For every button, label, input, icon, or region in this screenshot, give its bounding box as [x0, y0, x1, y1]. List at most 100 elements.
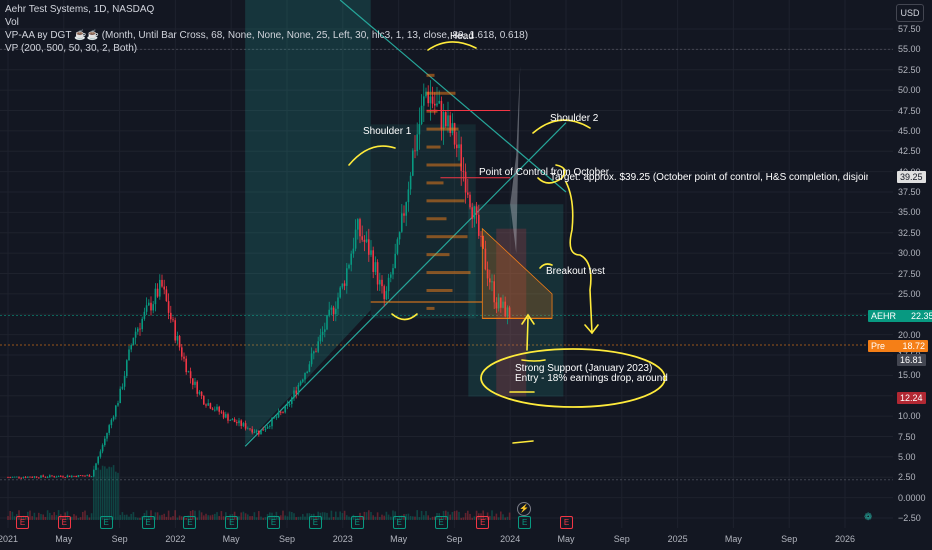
- candle-body: [277, 411, 280, 418]
- volume-bar: [112, 465, 115, 520]
- candle-body: [187, 371, 190, 373]
- candle-body: [108, 425, 110, 433]
- volume-bar: [491, 510, 493, 520]
- volume-bar: [211, 514, 214, 520]
- candle-body: [328, 309, 330, 316]
- candle-body: [227, 414, 229, 421]
- volume-bar: [110, 467, 113, 520]
- earnings-icon[interactable]: E: [434, 516, 448, 529]
- volume-bar: [152, 516, 154, 520]
- legend-vpaa[interactable]: VP-AA вy DGT ☕☕ (Month, Until Bar Cross,…: [5, 30, 529, 41]
- earnings-icon[interactable]: E: [57, 516, 71, 529]
- volume-bar: [128, 516, 130, 520]
- price-tick-label: 50.00: [898, 85, 921, 96]
- volume-bar: [137, 517, 139, 520]
- volume-bar: [244, 513, 247, 520]
- candle-body: [163, 286, 165, 290]
- volume-profile-bar: [426, 306, 435, 310]
- candle-body: [460, 144, 462, 171]
- volume-bar: [339, 511, 341, 520]
- candle-body: [403, 213, 405, 216]
- volume-bar: [117, 472, 119, 520]
- volume-bar: [20, 516, 22, 520]
- legend-vol[interactable]: Vol: [5, 17, 19, 28]
- candle-body: [260, 429, 262, 435]
- target-circle: [537, 164, 566, 184]
- candle-body: [385, 291, 388, 300]
- candle-body: [104, 438, 106, 446]
- candle-body: [319, 335, 322, 342]
- earnings-icon[interactable]: E: [16, 516, 29, 529]
- volume-bar: [453, 511, 456, 520]
- price-tick-label: 2.50: [898, 472, 916, 483]
- candle-body: [183, 356, 185, 359]
- volume-bar: [262, 517, 264, 520]
- currency-button[interactable]: USD: [896, 4, 924, 22]
- volume-bar: [409, 515, 412, 520]
- earnings-icon[interactable]: E: [99, 516, 113, 529]
- legend-vp[interactable]: VP (200, 500, 50, 30, 2, Both): [5, 43, 138, 54]
- earnings-icon[interactable]: E: [560, 516, 574, 529]
- volume-bar: [471, 517, 473, 520]
- earnings-icon[interactable]: E: [518, 516, 532, 529]
- time-tick-label: Sep: [446, 534, 463, 544]
- candle-body: [192, 378, 194, 385]
- candle-body: [200, 391, 203, 396]
- candle-body: [504, 301, 506, 317]
- candle-body: [159, 279, 161, 297]
- volume-bar: [467, 510, 469, 520]
- volume-profile-bar: [426, 181, 444, 185]
- volume-bar: [484, 517, 487, 520]
- volume-bar: [456, 510, 458, 520]
- earnings-icon[interactable]: E: [225, 516, 239, 529]
- volume-bar: [233, 511, 236, 520]
- volume-bar: [354, 516, 357, 520]
- volume-bar: [150, 510, 152, 520]
- earnings-icon[interactable]: E: [183, 516, 197, 529]
- candle-body: [363, 239, 366, 242]
- price-tick-label: 10.00: [898, 411, 921, 422]
- volume-bar: [497, 517, 500, 520]
- earnings-icon[interactable]: E: [392, 516, 406, 529]
- earnings-icon[interactable]: E: [350, 516, 364, 529]
- legend-title[interactable]: Aehr Test Systems, 1D, NASDAQ: [5, 4, 155, 15]
- candle-body: [368, 239, 370, 255]
- candle-body: [464, 171, 467, 193]
- volume-bar: [154, 512, 157, 520]
- candle-body: [313, 351, 315, 354]
- candle-body: [398, 231, 401, 240]
- candle-body: [130, 345, 132, 350]
- volume-bar: [361, 516, 363, 520]
- premarket-label: Pre: [871, 341, 886, 351]
- time-tick-label: 2022: [165, 534, 186, 544]
- candle-body: [423, 96, 425, 106]
- candle-body: [236, 422, 238, 424]
- earnings-icon[interactable]: E: [267, 516, 281, 529]
- price-tick-label: −2.50: [898, 513, 921, 523]
- candle-body: [414, 150, 416, 152]
- candle-body: [390, 274, 392, 278]
- price-axis[interactable]: 57.5055.0052.5050.0047.5045.0042.5040.00…: [894, 0, 932, 550]
- volume-bar: [504, 517, 506, 520]
- earnings-icon[interactable]: E: [476, 516, 490, 529]
- candle-body: [425, 91, 427, 97]
- candle-body: [445, 112, 447, 127]
- candle-body: [49, 475, 51, 478]
- target-price-tag: 39.25: [897, 171, 926, 183]
- candle-body: [480, 235, 482, 237]
- candle-body: [491, 281, 493, 283]
- candle-body: [77, 475, 80, 477]
- volume-bar: [357, 517, 359, 520]
- earnings-icon[interactable]: E: [308, 516, 322, 529]
- volume-profile-bar: [426, 109, 438, 113]
- tradingview-logo-icon[interactable]: ❁: [864, 512, 873, 523]
- price-tick-label: 47.50: [898, 105, 921, 116]
- earnings-icon[interactable]: E: [141, 516, 155, 529]
- volume-bar: [18, 510, 20, 520]
- volume-bar: [218, 515, 220, 520]
- volume-bar: [33, 512, 36, 520]
- candle-body: [500, 297, 502, 308]
- flash-icon[interactable]: ⚡: [517, 502, 531, 516]
